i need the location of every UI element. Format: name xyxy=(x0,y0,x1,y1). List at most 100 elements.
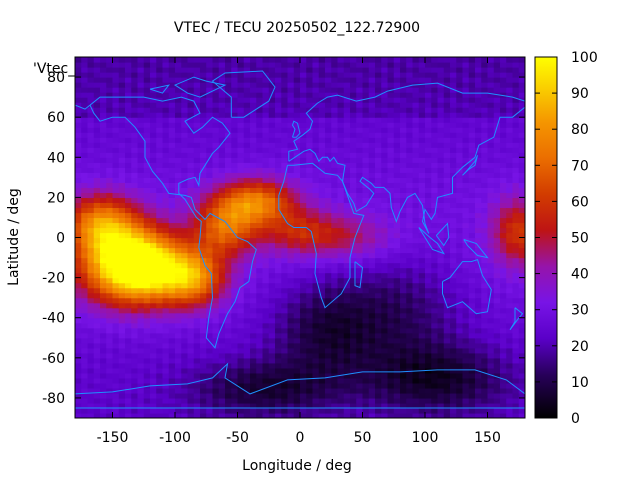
heatmap-cell xyxy=(256,197,264,203)
heatmap-cell xyxy=(312,287,320,294)
heatmap-cell xyxy=(393,352,401,359)
heatmap-cell xyxy=(106,362,114,369)
heatmap-cell xyxy=(125,167,132,173)
heatmap-cell xyxy=(87,307,95,314)
heatmap-cell xyxy=(212,287,220,294)
heatmap-cell xyxy=(231,397,239,404)
heatmap-cell xyxy=(481,227,489,234)
heatmap-cell xyxy=(143,197,151,203)
heatmap-cell xyxy=(293,327,301,334)
heatmap-cell xyxy=(281,412,289,418)
heatmap-cell xyxy=(137,177,145,183)
heatmap-cell xyxy=(243,377,251,384)
heatmap-cell xyxy=(218,262,226,269)
heatmap-cell xyxy=(325,292,332,299)
heatmap-cell xyxy=(137,347,145,354)
heatmap-cell xyxy=(512,222,520,229)
heatmap-cell xyxy=(131,397,139,404)
heatmap-cell xyxy=(193,297,201,304)
heatmap-cell xyxy=(106,252,114,259)
heatmap-cell xyxy=(81,347,89,354)
heatmap-cell xyxy=(362,402,370,409)
heatmap-cell xyxy=(118,297,126,304)
heatmap-cell xyxy=(475,107,482,113)
heatmap-cell xyxy=(87,92,95,98)
heatmap-cell xyxy=(481,102,489,108)
heatmap-cell xyxy=(262,357,270,364)
heatmap-cell xyxy=(93,302,101,309)
heatmap-cell xyxy=(256,127,264,133)
heatmap-cell xyxy=(487,197,495,203)
heatmap-cell xyxy=(175,282,182,289)
heatmap-cell xyxy=(281,152,289,158)
heatmap-cell xyxy=(300,297,307,304)
heatmap-cell xyxy=(356,202,364,209)
heatmap-cell xyxy=(137,407,145,414)
heatmap-cell xyxy=(456,407,464,414)
heatmap-cell xyxy=(143,257,151,264)
heatmap-cell xyxy=(400,382,407,389)
heatmap-cell xyxy=(462,367,470,374)
heatmap-cell xyxy=(206,277,214,284)
heatmap-cell xyxy=(293,197,301,203)
heatmap-cell xyxy=(456,147,464,153)
heatmap-cell xyxy=(118,202,126,209)
heatmap-cell xyxy=(500,182,507,188)
heatmap-cell xyxy=(512,412,520,418)
heatmap-cell xyxy=(262,352,270,359)
heatmap-cell xyxy=(93,352,101,359)
heatmap-cell xyxy=(262,192,270,198)
heatmap-cell xyxy=(225,167,232,173)
heatmap-cell xyxy=(350,347,357,354)
heatmap-cell xyxy=(468,272,476,279)
heatmap-cell xyxy=(306,372,314,379)
heatmap-cell xyxy=(437,367,445,374)
heatmap-cell xyxy=(200,357,207,364)
heatmap-cell xyxy=(175,222,182,229)
heatmap-cell xyxy=(468,412,476,418)
heatmap-cell xyxy=(118,172,126,178)
heatmap-cell xyxy=(218,247,226,254)
heatmap-cell xyxy=(350,102,357,108)
heatmap-cell xyxy=(331,77,339,83)
heatmap-cell xyxy=(318,362,326,369)
heatmap-cell xyxy=(406,127,414,133)
heatmap-cell xyxy=(437,217,445,224)
heatmap-cell xyxy=(287,307,295,314)
heatmap-cell xyxy=(312,382,320,389)
heatmap-cell xyxy=(381,147,389,153)
heatmap-cell xyxy=(450,227,457,234)
heatmap-cell xyxy=(318,307,326,314)
heatmap-cell xyxy=(162,132,170,138)
heatmap-cell xyxy=(325,117,332,123)
heatmap-cell xyxy=(375,302,382,309)
heatmap-cell xyxy=(318,197,326,203)
heatmap-cell xyxy=(143,352,151,359)
heatmap-cell xyxy=(518,327,525,334)
heatmap-cell xyxy=(300,317,307,324)
heatmap-cell xyxy=(181,352,189,359)
heatmap-cell xyxy=(100,292,107,299)
heatmap-cell xyxy=(506,187,514,193)
heatmap-cell xyxy=(418,87,426,93)
heatmap-cell xyxy=(500,357,507,364)
heatmap-cell xyxy=(162,147,170,153)
heatmap-cell xyxy=(431,352,439,359)
heatmap-cell xyxy=(350,352,357,359)
heatmap-cell xyxy=(187,177,195,183)
heatmap-cell xyxy=(268,222,276,229)
heatmap-cell xyxy=(81,282,89,289)
heatmap-cell xyxy=(475,357,482,364)
heatmap-cell xyxy=(187,412,195,418)
heatmap-cell xyxy=(206,222,214,229)
heatmap-cell xyxy=(512,407,520,414)
heatmap-cell xyxy=(262,367,270,374)
heatmap-cell xyxy=(275,377,282,384)
heatmap-cell xyxy=(193,202,201,209)
heatmap-cell xyxy=(256,257,264,264)
heatmap-cell xyxy=(281,147,289,153)
heatmap-cell xyxy=(75,312,82,319)
heatmap-cell xyxy=(81,82,89,88)
heatmap-cell xyxy=(118,167,126,173)
heatmap-cell xyxy=(200,127,207,133)
